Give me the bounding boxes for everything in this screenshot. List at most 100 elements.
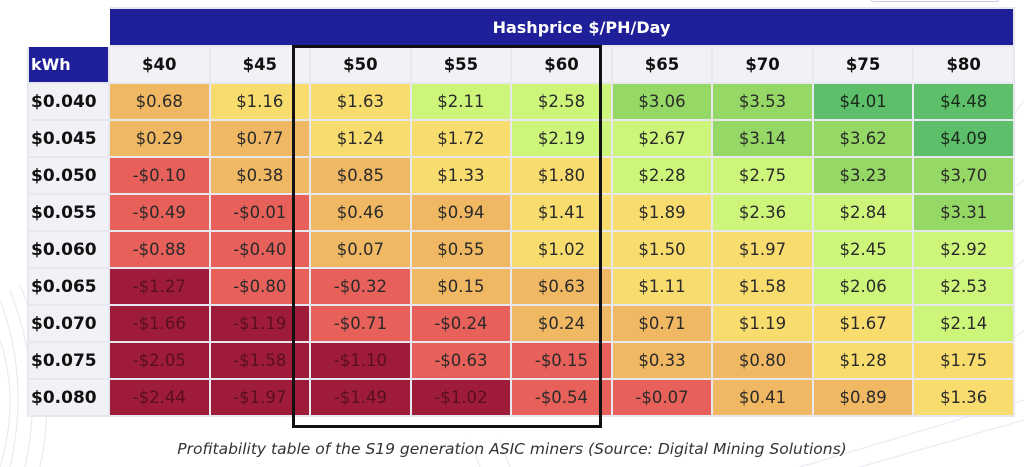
profit-cell: $2.53	[912, 267, 1015, 306]
profit-cell: $0.80	[711, 341, 814, 380]
profit-cell: -$0.54	[510, 378, 613, 417]
profit-cell: -$1.10	[309, 341, 412, 380]
profit-cell: $2.11	[409, 82, 513, 121]
profit-cell: $1.36	[912, 378, 1015, 417]
profit-cell: $1.97	[711, 230, 814, 269]
profit-cell: $0.85	[309, 156, 412, 195]
table-row: $0.075 -$2.05 -$1.58 -$1.10 -$0.63 -$0.15 $0.3…	[27, 341, 1015, 380]
profitability-table: Hashprice $/PH/Day kWh $40 $45 $50 $55 $60 $6…	[27, 7, 1015, 417]
hashprice-column-header: $75	[811, 45, 915, 84]
profit-cell: $4.48	[912, 82, 1015, 121]
profitability-table-container: Hashprice $/PH/Day kWh $40 $45 $50 $55 $60 $6…	[27, 7, 1015, 428]
hashprice-column-header: $80	[912, 45, 1015, 84]
kwh-row-header: $0.040	[27, 82, 110, 121]
profit-cell: $2.67	[610, 119, 714, 158]
profit-cell: $2.84	[811, 193, 915, 232]
table-row: $0.045 $0.29 $0.77 $1.24 $1.72 $2.19 $2.67 $3.1…	[27, 119, 1015, 158]
profit-cell: $1.89	[610, 193, 714, 232]
table-row: $0.050 -$0.10 $0.38 $0.85 $1.33 $1.80 $2.28 $2.…	[27, 156, 1015, 195]
profit-cell: $1.72	[409, 119, 513, 158]
profit-cell: $0.89	[811, 378, 915, 417]
profit-cell: $1.11	[610, 267, 714, 306]
profit-cell: -$1.02	[409, 378, 513, 417]
profit-cell: $1.02	[510, 230, 613, 269]
profit-cell: $3.62	[811, 119, 915, 158]
table-body: $0.040 $0.68 $1.16 $1.63 $2.11 $2.58 $3.06 $3.5…	[27, 82, 1015, 417]
banner-row: Hashprice $/PH/Day	[27, 7, 1015, 47]
profit-cell: -$1.97	[208, 378, 312, 417]
profit-cell: $1.24	[309, 119, 412, 158]
profit-cell: $3,70	[912, 156, 1015, 195]
profit-cell: -$1.49	[309, 378, 412, 417]
profit-cell: $2.75	[711, 156, 814, 195]
profit-cell: $2.19	[510, 119, 613, 158]
table-row: $0.055 -$0.49 -$0.01 $0.46 $0.94 $1.41 $1.89 $2…	[27, 193, 1015, 232]
profit-cell: $1.19	[711, 304, 814, 343]
kwh-row-header: $0.055	[27, 193, 110, 232]
profit-cell: $3.31	[912, 193, 1015, 232]
profit-cell: $4.09	[912, 119, 1015, 158]
profit-cell: $0.07	[309, 230, 412, 269]
profit-cell: $2.58	[510, 82, 613, 121]
profit-cell: $2.06	[811, 267, 915, 306]
table-row: $0.040 $0.68 $1.16 $1.63 $2.11 $2.58 $3.06 $3.5…	[27, 82, 1015, 121]
hashprice-column-header: $60	[510, 45, 613, 84]
kwh-row-header: $0.050	[27, 156, 110, 195]
profit-cell: -$0.71	[309, 304, 412, 343]
profit-cell: -$0.88	[108, 230, 211, 269]
profit-cell: -$0.10	[108, 156, 211, 195]
corner-cell	[27, 7, 110, 47]
profit-cell: -$0.01	[208, 193, 312, 232]
profit-cell: $1.41	[510, 193, 613, 232]
table-row: $0.070 -$1.66 -$1.19 -$0.71 -$0.24 $0.24 $0.71…	[27, 304, 1015, 343]
kwh-header: kWh	[27, 45, 110, 84]
profit-cell: $0.55	[409, 230, 513, 269]
hashprice-column-header: $65	[610, 45, 714, 84]
kwh-row-header: $0.065	[27, 267, 110, 306]
profit-cell: $0.29	[108, 119, 211, 158]
profit-cell: -$0.40	[208, 230, 312, 269]
top-tab-edge	[870, 0, 1000, 2]
profit-cell: -$0.80	[208, 267, 312, 306]
profit-cell: $0.68	[108, 82, 211, 121]
hashprice-column-header: $40	[108, 45, 211, 84]
profit-cell: $3.06	[610, 82, 714, 121]
profit-cell: $4.01	[811, 82, 915, 121]
profit-cell: $3.14	[711, 119, 814, 158]
profit-cell: -$1.27	[108, 267, 211, 306]
profit-cell: $0.94	[409, 193, 513, 232]
profit-cell: -$1.58	[208, 341, 312, 380]
profit-cell: $1.28	[811, 341, 915, 380]
profit-cell: $2.14	[912, 304, 1015, 343]
kwh-row-header: $0.060	[27, 230, 110, 269]
hashprice-banner: Hashprice $/PH/Day	[108, 7, 1015, 47]
profit-cell: $0.77	[208, 119, 312, 158]
profit-cell: $2.36	[711, 193, 814, 232]
profit-cell: $0.24	[510, 304, 613, 343]
profit-cell: -$0.49	[108, 193, 211, 232]
profit-cell: -$1.19	[208, 304, 312, 343]
profit-cell: -$0.24	[409, 304, 513, 343]
profit-cell: -$0.07	[610, 378, 714, 417]
profit-cell: $1.80	[510, 156, 613, 195]
profit-cell: $3.23	[811, 156, 915, 195]
profit-cell: $2.28	[610, 156, 714, 195]
profit-cell: $1.50	[610, 230, 714, 269]
profit-cell: $0.33	[610, 341, 714, 380]
profit-cell: -$2.44	[108, 378, 211, 417]
profit-cell: $1.67	[811, 304, 915, 343]
table-row: $0.060 -$0.88 -$0.40 $0.07 $0.55 $1.02 $1.50 $1…	[27, 230, 1015, 269]
profit-cell: $1.16	[208, 82, 312, 121]
profit-cell: -$2.05	[108, 341, 211, 380]
table-row: $0.065 -$1.27 -$0.80 -$0.32 $0.15 $0.63 $1.11 $…	[27, 267, 1015, 306]
kwh-row-header: $0.075	[27, 341, 110, 380]
profit-cell: $0.15	[409, 267, 513, 306]
profit-cell: $3.53	[711, 82, 814, 121]
kwh-row-header: $0.045	[27, 119, 110, 158]
hashprice-column-header: $50	[309, 45, 412, 84]
profit-cell: $0.38	[208, 156, 312, 195]
hashprice-column-header: $70	[711, 45, 814, 84]
profit-cell: $1.63	[309, 82, 412, 121]
kwh-row-header: $0.070	[27, 304, 110, 343]
hashprice-column-header: $55	[409, 45, 513, 84]
